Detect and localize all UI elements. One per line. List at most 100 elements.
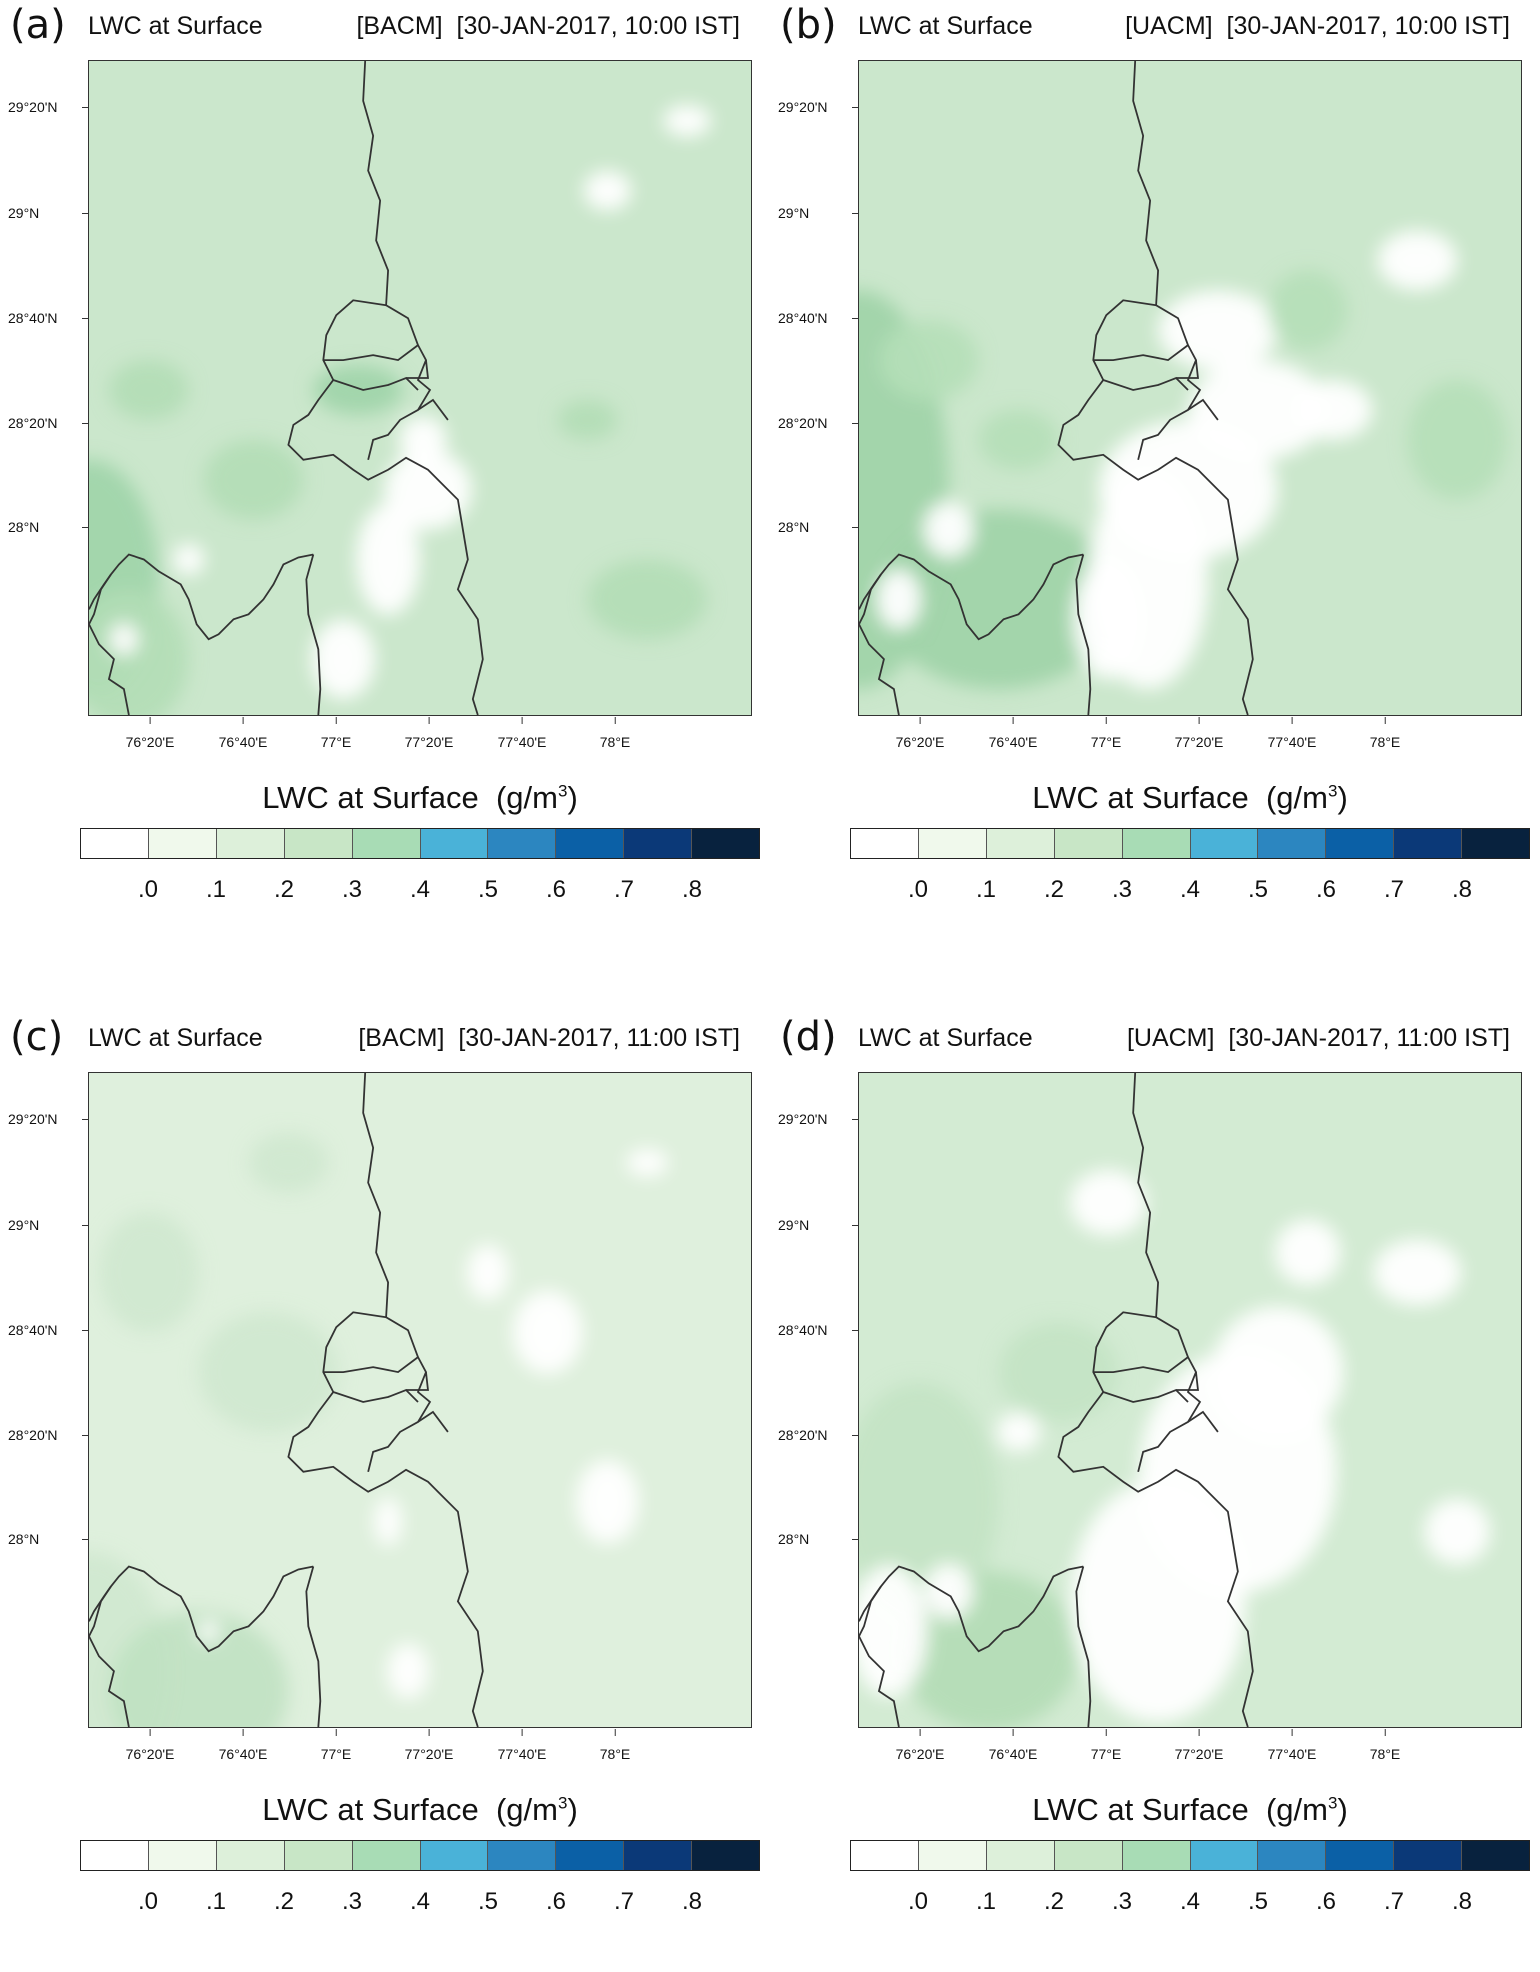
colorbar-tick-label: .1 [975,876,997,903]
high-lwc-region [203,439,304,520]
longitude-tick: 77°40'E [498,1729,546,1762]
low-lwc-region [1424,1498,1491,1565]
panel-label: (b) [780,2,837,48]
panel-time: [30-JAN-2017, 10:00 IST] [456,12,740,40]
low-lwc-region [374,1497,403,1547]
colorbar-tick-label: .2 [1043,876,1065,903]
administrative-boundary [417,1410,449,1433]
colorbar-segment [1394,829,1463,858]
colorbar-tick-label: .7 [1383,876,1405,903]
colorbar-segment [420,1841,489,1870]
administrative-boundary [859,553,1084,641]
high-lwc-region [1267,270,1348,351]
longitude-label: 77°E [1090,734,1122,750]
low-lwc-region [356,503,420,616]
colorbar-tick-label: .8 [1451,876,1473,903]
low-lwc-region [626,1148,669,1177]
colorbar [850,1840,1530,1871]
longitude-label: 76°20'E [895,734,945,750]
longitude-tick: 77°E [321,1729,351,1762]
colorbar-segment [986,1841,1055,1870]
low-lwc-region [399,415,447,464]
colorbar-tick-label: .5 [1247,1888,1269,1915]
colorbar-tick-label: .0 [907,876,929,903]
colorbar [80,1840,760,1871]
latitude-label: 28°N [778,1531,810,1547]
longitude-label: 77°40'E [1267,1746,1317,1762]
colorbar-title: LWC at Surface (g/m3) [88,1792,752,1828]
colorbar-title-text: LWC at Surface [262,780,479,815]
colorbar-title-text: LWC at Surface [1032,780,1249,815]
high-lwc-region [587,559,708,640]
colorbar-unit-exponent: 3 [1327,1793,1338,1813]
administrative-boundary [332,376,419,391]
colorbar-segment [420,829,489,858]
low-lwc-region [1292,380,1373,440]
low-lwc-region [1377,230,1458,291]
panel-scheme: [UACM] [1126,1024,1215,1052]
administrative-boundary [1093,1316,1190,1374]
colorbar-segment [148,829,217,858]
administrative-boundary [89,1565,314,1653]
colorbar-title: LWC at Surface (g/m3) [858,780,1522,816]
administrative-boundary [1176,1371,1199,1391]
latitude-label: 28°20'N [778,415,828,431]
colorbar-segment [488,829,557,858]
longitude-label: 77°E [1090,1746,1122,1762]
colorbar-segment [851,829,919,858]
longitude-tick: 76°40'E [219,717,267,750]
longitude-label: 77°40'E [497,734,547,750]
low-lwc-region [876,569,921,630]
colorbar-title: LWC at Surface (g/m3) [858,1792,1522,1828]
colorbar-tick-label: .5 [477,1888,499,1915]
longitude-tick: 76°40'E [989,1729,1037,1762]
panel-scheme-time: [BACM] [30-JAN-2017, 11:00 IST] [358,1024,740,1053]
map-panel-d: (d) LWC at Surface [UACM] [30-JAN-2017, … [770,1012,1540,1972]
administrative-boundary [1075,1566,1092,1727]
high-lwc-region [557,399,618,440]
colorbar-tick-label: .1 [975,1888,997,1915]
latitude-label: 28°N [8,519,40,535]
longitude-label: 76°20'E [125,1746,175,1762]
latitude-label: 28°40'N [8,1322,58,1338]
low-lwc-region [198,1620,220,1642]
colorbar-unit-close: ) [1337,1792,1348,1827]
lwc-field-map [89,1073,751,1727]
longitude-label: 77°20'E [1174,734,1224,750]
map-panel-a: (a) LWC at Surface [BACM] [30-JAN-2017, … [0,0,770,960]
administrative-boundary [323,1316,420,1374]
colorbar-tick-label: .4 [409,1888,431,1915]
low-lwc-region [583,170,632,211]
administrative-boundary [89,573,130,715]
colorbar-segment [986,829,1055,858]
high-lwc-region [108,1611,289,1727]
colorbar-tick-label: .8 [1451,1888,1473,1915]
panel-scheme-time: [BACM] [30-JAN-2017, 10:00 IST] [356,12,740,41]
colorbar-title-text: LWC at Surface [262,1792,479,1827]
colorbar-tick-label: .7 [1383,1888,1405,1915]
colorbar-segment [1122,829,1191,858]
high-lwc-region [89,589,189,715]
colorbar-segment [692,829,760,858]
low-lwc-region [1274,1219,1341,1286]
administrative-boundary [1187,1410,1219,1433]
longitude-tick: 76°40'E [989,717,1037,750]
colorbar-tick-label: .6 [545,1888,567,1915]
colorbar-segment [624,1841,693,1870]
colorbar-title-text: LWC at Surface [1032,1792,1249,1827]
high-lwc-region [859,1382,999,1622]
colorbar-tick-label: .6 [1315,1888,1337,1915]
longitude-tick: 76°20'E [125,1729,175,1762]
low-lwc-region [172,543,205,576]
colorbar-segment [148,1841,217,1870]
colorbar-segment [1394,1841,1463,1870]
latitude-label: 28°20'N [8,415,58,431]
administrative-boundary [1057,1311,1254,1727]
colorbar-tick-label: .2 [273,876,295,903]
panel-time: [30-JAN-2017, 11:00 IST] [458,1024,740,1052]
colorbar-tick-label: .5 [1247,876,1269,903]
administrative-boundary [1132,1073,1160,1318]
low-lwc-region [996,1412,1041,1452]
colorbar-segment [624,829,693,858]
panel-label: (a) [10,2,66,48]
